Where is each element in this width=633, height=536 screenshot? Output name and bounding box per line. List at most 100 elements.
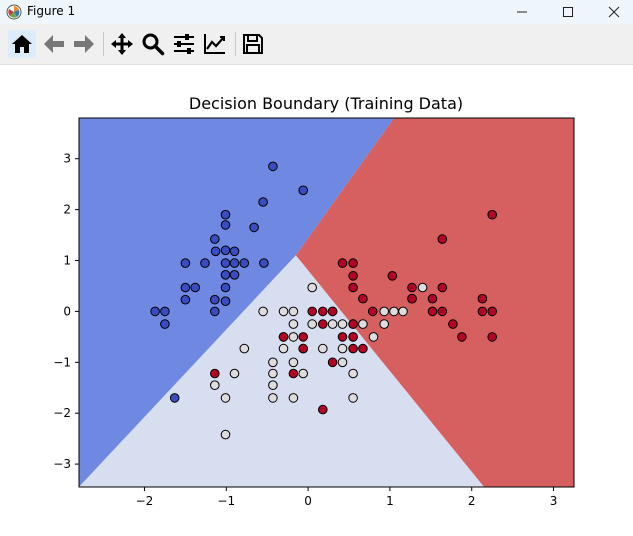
data-point-class-1 xyxy=(288,319,299,329)
x-tick-label: 1 xyxy=(386,494,394,508)
data-point-class-2 xyxy=(210,368,220,379)
y-tick-label: −3 xyxy=(53,457,71,471)
data-point-class-2 xyxy=(477,293,488,304)
data-point-class-2 xyxy=(307,306,318,317)
maximize-icon xyxy=(563,7,573,17)
data-point-class-1 xyxy=(379,319,390,329)
data-point-class-0 xyxy=(259,258,269,268)
data-point-class-2 xyxy=(337,258,348,268)
y-tick-label: 2 xyxy=(63,203,71,217)
region-class-1 xyxy=(79,255,484,487)
data-point-class-2 xyxy=(278,332,289,342)
data-point-class-1 xyxy=(379,306,390,317)
x-tick-label: 3 xyxy=(550,494,558,508)
data-point-class-2 xyxy=(387,271,398,281)
zoom-button[interactable] xyxy=(139,30,167,58)
data-point-class-0 xyxy=(220,270,231,280)
back-arrow-icon xyxy=(44,35,64,53)
save-button[interactable] xyxy=(239,30,267,58)
edit-axis-button[interactable] xyxy=(201,30,229,58)
pan-button[interactable] xyxy=(108,30,136,58)
data-point-class-2 xyxy=(348,271,358,281)
y-tick-label: −2 xyxy=(53,406,71,420)
data-point-class-2 xyxy=(327,357,338,368)
data-point-class-2 xyxy=(348,258,358,268)
edit-axis-icon xyxy=(204,34,225,54)
data-point-class-1 xyxy=(288,306,299,317)
data-point-class-0 xyxy=(210,234,220,244)
data-point-class-1 xyxy=(210,380,220,391)
back-button[interactable] xyxy=(40,30,68,58)
data-point-class-1 xyxy=(417,282,428,293)
data-point-class-2 xyxy=(337,332,348,342)
data-point-class-0 xyxy=(180,258,191,268)
data-point-class-1 xyxy=(220,393,231,403)
save-icon xyxy=(243,34,263,54)
data-point-class-2 xyxy=(487,332,498,342)
chart-title: Decision Boundary (Training Data) xyxy=(189,94,463,113)
maximize-button[interactable] xyxy=(545,0,591,24)
data-point-class-1 xyxy=(239,343,250,354)
data-point-class-1 xyxy=(318,343,328,354)
home-icon xyxy=(12,35,32,53)
data-point-class-0 xyxy=(160,306,170,317)
data-point-class-1 xyxy=(288,393,299,403)
data-point-class-2 xyxy=(288,368,299,379)
data-point-class-2 xyxy=(407,282,417,293)
y-tick-label: −1 xyxy=(53,355,71,369)
minimize-icon xyxy=(517,11,527,13)
data-point-class-1 xyxy=(358,319,368,329)
data-point-class-1 xyxy=(389,306,399,317)
subplots-button[interactable] xyxy=(170,30,198,58)
data-point-class-2 xyxy=(318,404,328,415)
data-point-class-0 xyxy=(258,197,268,207)
zoom-icon xyxy=(142,33,165,56)
data-point-class-1 xyxy=(229,368,240,379)
data-point-class-1 xyxy=(398,306,408,317)
data-point-class-2 xyxy=(487,209,498,220)
data-point-class-2 xyxy=(427,293,438,304)
x-axis: −2 −1 0 1 2 3 xyxy=(136,487,558,508)
forward-arrow-icon xyxy=(74,35,94,53)
window-title: Figure 1 xyxy=(27,4,76,18)
y-axis: −3 −2 −1 0 1 2 3 xyxy=(53,152,79,471)
data-point-class-0 xyxy=(210,306,220,317)
data-point-class-1 xyxy=(337,319,348,329)
data-point-class-0 xyxy=(210,294,220,305)
data-point-class-1 xyxy=(368,332,379,342)
data-point-class-2 xyxy=(477,306,488,317)
data-point-class-2 xyxy=(437,282,448,293)
data-point-class-1 xyxy=(337,343,348,354)
figure-canvas[interactable]: Decision Boundary (Training Data) −2 −1 0 1… xyxy=(0,65,633,532)
data-point-class-2 xyxy=(367,306,378,317)
data-point-class-0 xyxy=(220,220,231,230)
home-button[interactable] xyxy=(8,30,36,58)
data-point-class-2 xyxy=(437,234,448,244)
data-point-class-0 xyxy=(229,246,240,257)
data-point-class-0 xyxy=(190,282,200,293)
data-point-class-1 xyxy=(268,357,278,368)
data-point-class-0 xyxy=(150,306,160,317)
data-point-class-0 xyxy=(200,258,210,268)
data-point-class-0 xyxy=(180,294,191,305)
data-point-class-2 xyxy=(298,332,309,342)
data-point-class-0 xyxy=(239,258,250,268)
data-point-class-0 xyxy=(180,282,191,293)
data-point-class-2 xyxy=(348,319,358,329)
forward-button[interactable] xyxy=(70,30,98,58)
data-point-class-1 xyxy=(288,357,299,368)
close-button[interactable] xyxy=(591,0,633,24)
data-point-class-1 xyxy=(348,368,358,379)
data-point-class-0 xyxy=(229,270,240,280)
data-point-class-0 xyxy=(220,296,231,306)
data-point-class-2 xyxy=(407,293,417,304)
data-point-class-1 xyxy=(327,319,338,329)
data-point-class-2 xyxy=(457,332,467,342)
subplots-icon xyxy=(174,34,194,54)
y-tick-label: 3 xyxy=(63,152,71,166)
x-tick-label: 0 xyxy=(304,494,312,508)
x-tick-label: 2 xyxy=(468,494,476,508)
minimize-button[interactable] xyxy=(499,0,545,24)
data-point-class-1 xyxy=(268,368,278,379)
data-point-class-2 xyxy=(348,343,358,354)
